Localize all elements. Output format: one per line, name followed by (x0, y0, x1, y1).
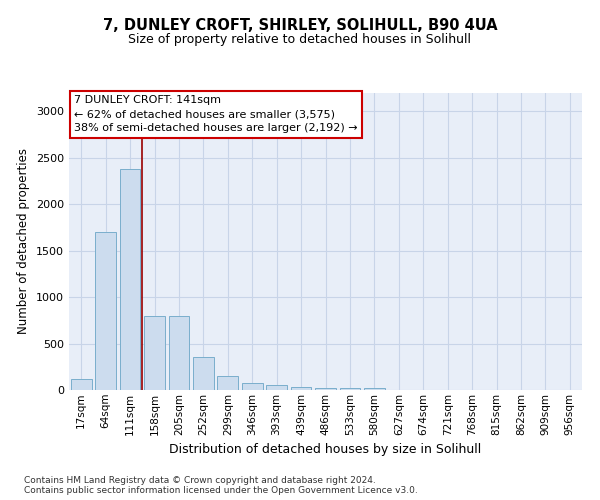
Bar (217, 376, 238, 390)
Bar (119, 168, 140, 390)
Bar (340, 388, 361, 390)
Text: 7, DUNLEY CROFT, SHIRLEY, SOLIHULL, B90 4UA: 7, DUNLEY CROFT, SHIRLEY, SOLIHULL, B90 … (103, 18, 497, 32)
Bar (193, 358, 214, 390)
Bar (290, 387, 311, 390)
Bar (364, 388, 385, 390)
Bar (144, 316, 165, 390)
Text: Size of property relative to detached houses in Solihull: Size of property relative to detached ho… (128, 32, 472, 46)
Bar (95, 232, 116, 390)
Y-axis label: Number of detached properties: Number of detached properties (17, 148, 31, 334)
Bar (71, 379, 92, 390)
Bar (266, 386, 287, 390)
Text: Contains HM Land Registry data © Crown copyright and database right 2024.
Contai: Contains HM Land Registry data © Crown c… (24, 476, 418, 495)
Bar (242, 382, 263, 390)
Text: 7 DUNLEY CROFT: 141sqm
← 62% of detached houses are smaller (3,575)
38% of semi-: 7 DUNLEY CROFT: 141sqm ← 62% of detached… (74, 96, 358, 134)
X-axis label: Distribution of detached houses by size in Solihull: Distribution of detached houses by size … (169, 443, 482, 456)
Bar (315, 388, 336, 390)
Bar (169, 316, 190, 390)
